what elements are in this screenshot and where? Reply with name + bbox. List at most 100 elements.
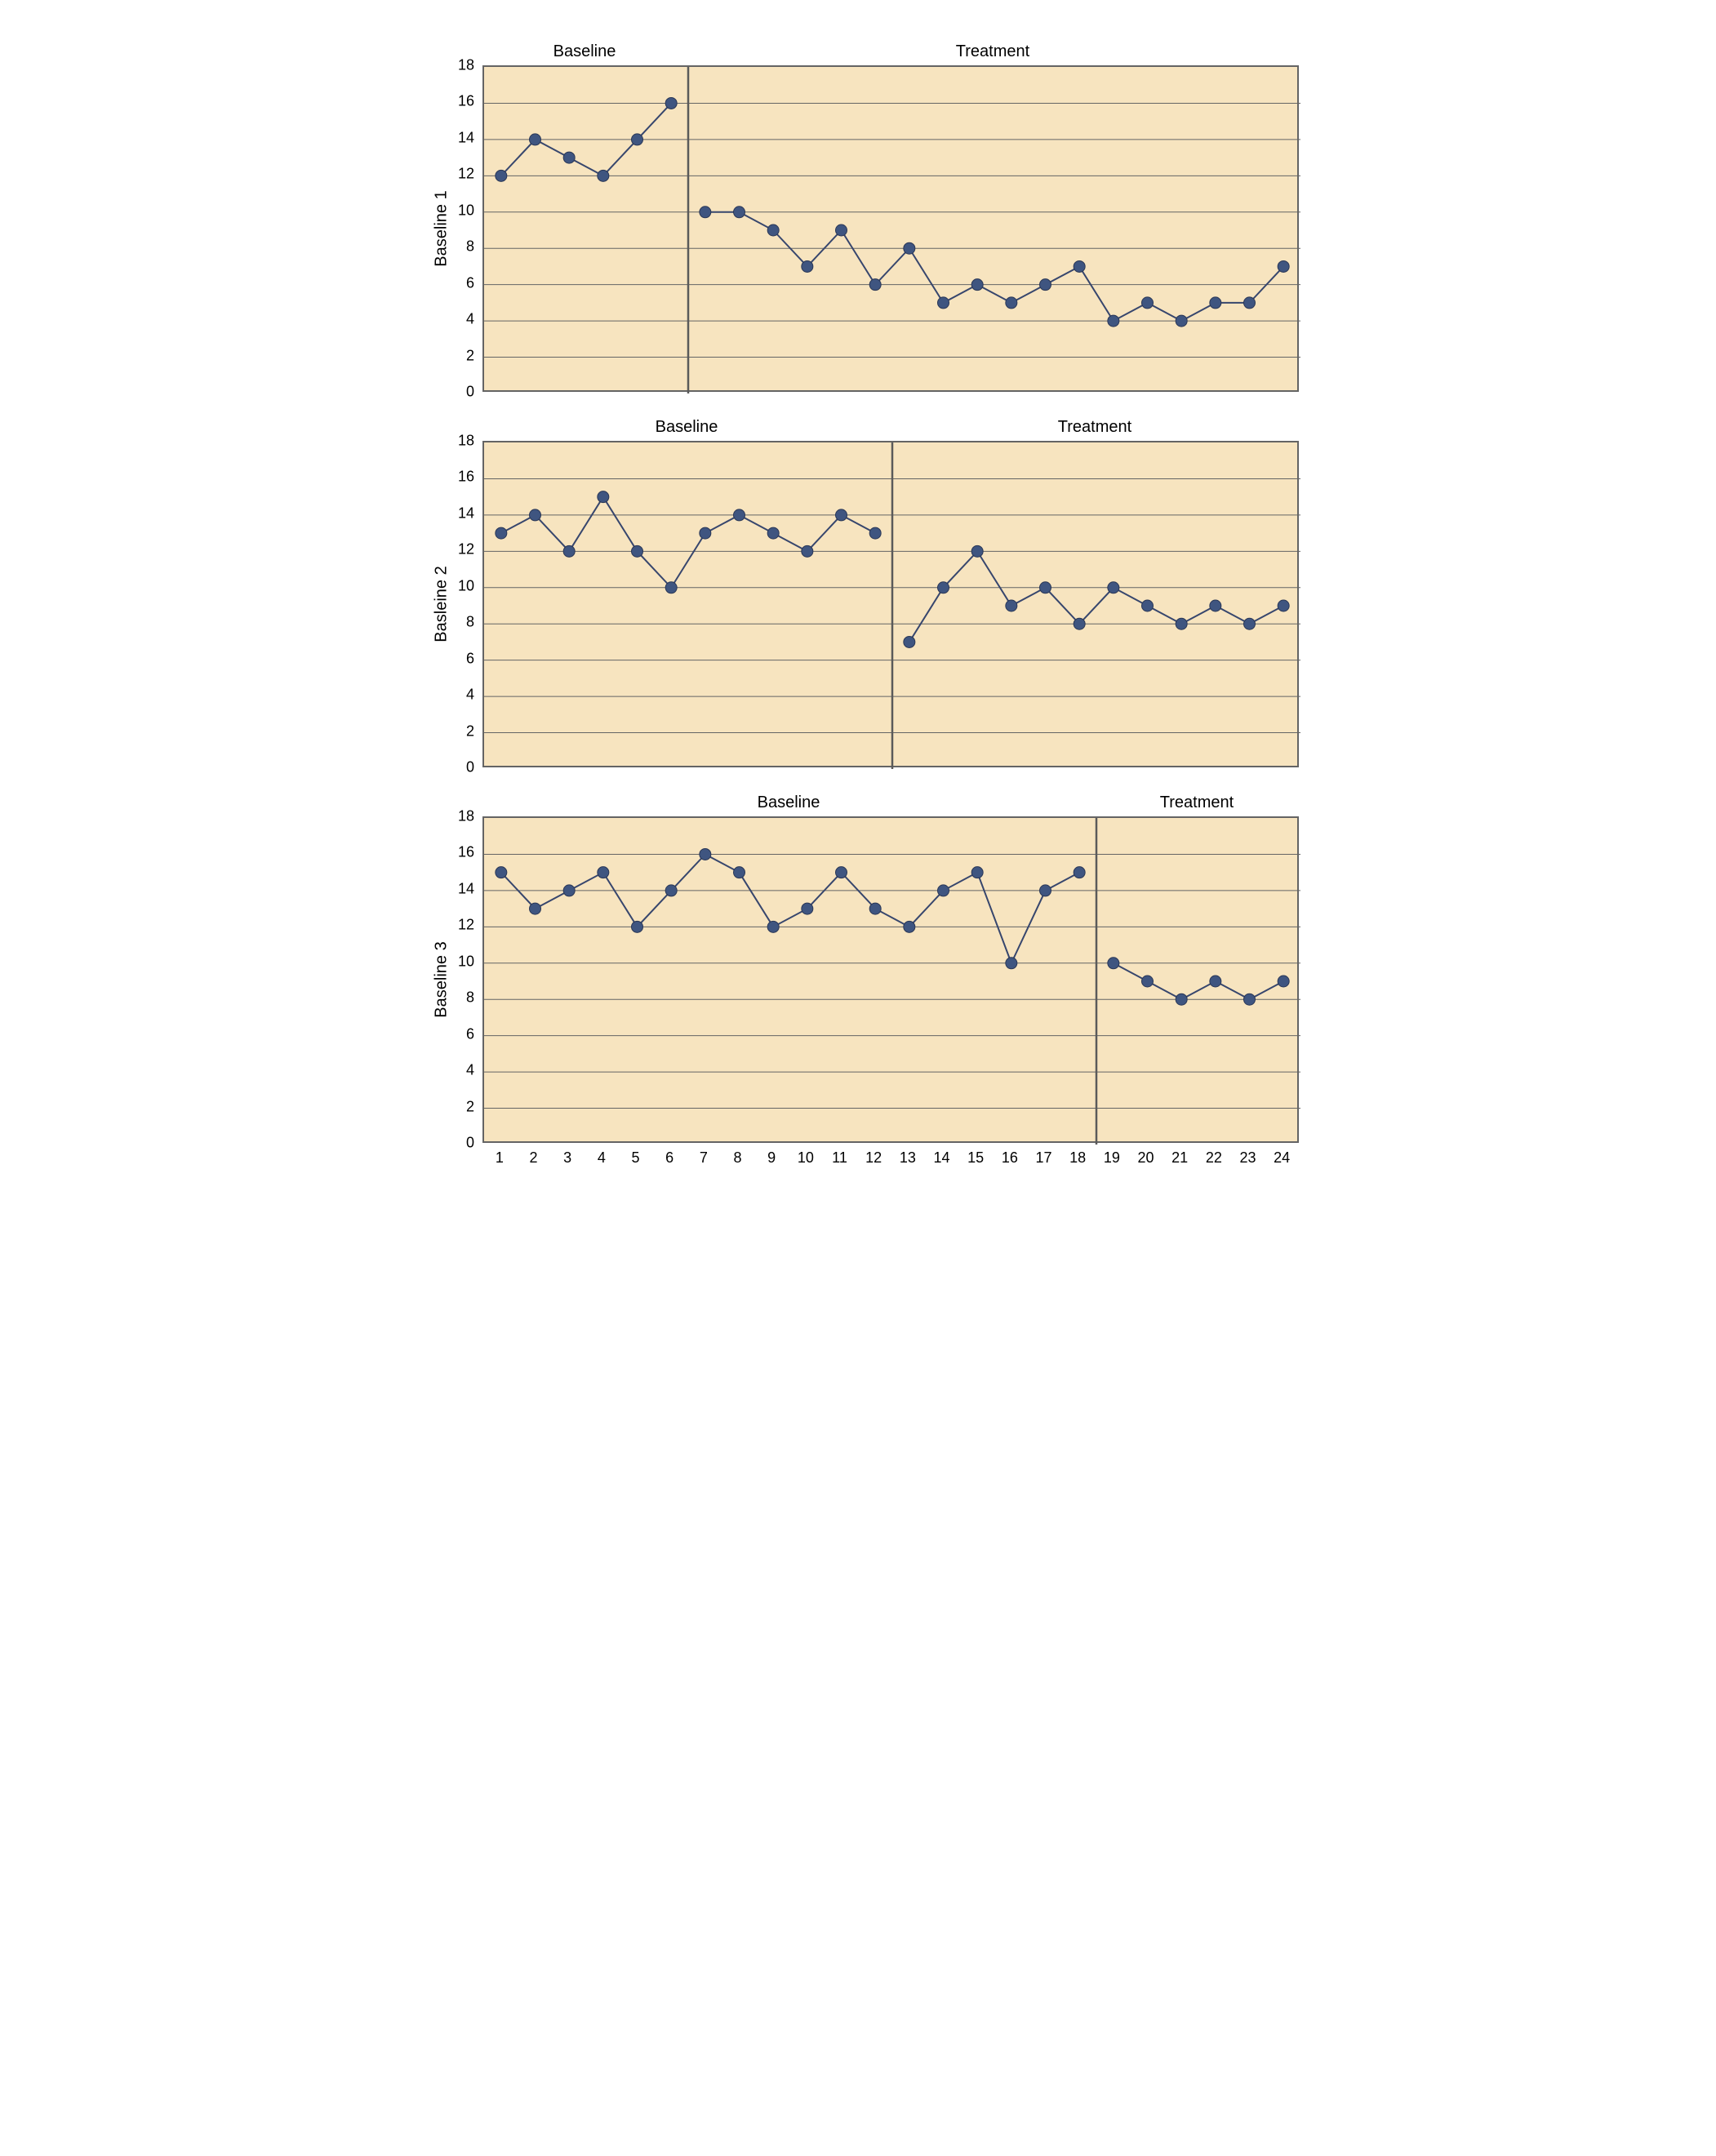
y-tick-label: 4 xyxy=(466,1062,474,1079)
x-tick-label: 2 xyxy=(529,1149,537,1167)
plot-area xyxy=(482,816,1299,1143)
treatment-marker xyxy=(1278,600,1289,611)
y-tick-label: 6 xyxy=(466,650,474,667)
baseline-marker xyxy=(1074,867,1085,878)
x-tick-label: 19 xyxy=(1104,1149,1120,1167)
y-tick-label: 8 xyxy=(466,989,474,1007)
treatment-marker xyxy=(1074,260,1085,272)
y-tick-label: 18 xyxy=(458,57,474,74)
y-tick-label: 10 xyxy=(458,577,474,594)
x-tick-label: 11 xyxy=(832,1149,847,1167)
y-tick-label: 0 xyxy=(466,384,474,401)
treatment-marker xyxy=(1108,315,1119,327)
y-tick-label: 18 xyxy=(458,808,474,825)
chart-panel: BaselineTreatmentBaseline 30246810121416… xyxy=(482,816,1299,1143)
x-tick-label: 15 xyxy=(967,1149,984,1167)
baseline-marker xyxy=(665,97,677,109)
treatment-marker xyxy=(1210,976,1221,987)
x-tick-label: 10 xyxy=(798,1149,814,1167)
baseline-marker xyxy=(530,134,541,145)
x-tick-label: 20 xyxy=(1137,1149,1154,1167)
baseline-marker xyxy=(563,152,575,163)
baseline-marker xyxy=(563,885,575,896)
y-tick-label: 12 xyxy=(458,917,474,934)
treatment-marker xyxy=(767,224,779,236)
x-axis-ticks: 123456789101112131415161718192021222324 xyxy=(482,1149,1299,1166)
baseline-marker xyxy=(938,885,949,896)
y-tick-label: 12 xyxy=(458,166,474,183)
plot-svg xyxy=(484,442,1300,769)
baseline-marker xyxy=(496,867,507,878)
y-tick-label: 16 xyxy=(458,469,474,486)
treatment-marker xyxy=(1040,279,1051,291)
y-tick-label: 2 xyxy=(466,722,474,740)
y-tick-label: 2 xyxy=(466,347,474,364)
y-tick-label: 10 xyxy=(458,202,474,219)
treatment-marker xyxy=(869,279,881,291)
x-tick-label: 1 xyxy=(496,1149,504,1167)
baseline-marker xyxy=(802,545,813,557)
charts-container: BaselineTreatmentBaseline 10246810121416… xyxy=(417,24,1299,1192)
baseline-line xyxy=(501,497,875,588)
treatment-marker xyxy=(1040,582,1051,593)
baseline-marker xyxy=(530,509,541,521)
y-tick-label: 10 xyxy=(458,953,474,970)
treatment-marker xyxy=(802,260,813,272)
treatment-marker xyxy=(1006,600,1017,611)
baseline-marker xyxy=(632,545,643,557)
y-tick-label: 14 xyxy=(458,505,474,522)
baseline-phase-label: Baseline xyxy=(758,793,820,812)
baseline-marker xyxy=(1006,958,1017,969)
treatment-marker xyxy=(1074,618,1085,629)
treatment-phase-label: Treatment xyxy=(956,42,1029,61)
treatment-marker xyxy=(971,279,983,291)
x-tick-label: 23 xyxy=(1239,1149,1256,1167)
treatment-marker xyxy=(1244,618,1256,629)
x-tick-label: 3 xyxy=(563,1149,571,1167)
baseline-marker xyxy=(665,885,677,896)
chart-panel: BaselineTreatmentBaseline 10246810121416… xyxy=(482,65,1299,392)
y-axis-label: Baseline 3 xyxy=(433,941,451,1017)
x-tick-label: 12 xyxy=(865,1149,882,1167)
y-tick-label: 16 xyxy=(458,93,474,110)
x-tick-label: 4 xyxy=(598,1149,606,1167)
baseline-phase-label: Baseline xyxy=(656,418,718,437)
x-tick-label: 17 xyxy=(1035,1149,1051,1167)
x-tick-label: 16 xyxy=(1002,1149,1018,1167)
treatment-marker xyxy=(1142,297,1154,309)
baseline-marker xyxy=(734,867,745,878)
baseline-marker xyxy=(598,491,609,503)
treatment-marker xyxy=(1244,297,1256,309)
phase-labels-row: Baseline Treatment xyxy=(482,793,1299,816)
plot-svg xyxy=(484,67,1300,393)
treatment-marker xyxy=(938,297,949,309)
treatment-marker xyxy=(1176,618,1187,629)
baseline-marker xyxy=(700,848,711,860)
x-tick-label: 22 xyxy=(1206,1149,1222,1167)
x-tick-label: 21 xyxy=(1171,1149,1188,1167)
baseline-marker xyxy=(632,134,643,145)
baseline-phase-label: Baseline xyxy=(553,42,616,61)
treatment-marker xyxy=(1006,297,1017,309)
baseline-marker xyxy=(632,921,643,932)
plot-svg xyxy=(484,818,1300,1145)
treatment-marker xyxy=(1210,600,1221,611)
y-tick-label: 0 xyxy=(466,759,474,776)
treatment-marker xyxy=(734,207,745,218)
baseline-marker xyxy=(904,921,915,932)
x-tick-label: 18 xyxy=(1069,1149,1086,1167)
y-tick-label: 8 xyxy=(466,614,474,631)
baseline-marker xyxy=(734,509,745,521)
y-tick-label: 2 xyxy=(466,1098,474,1115)
x-tick-label: 8 xyxy=(733,1149,741,1167)
treatment-marker xyxy=(1278,976,1289,987)
y-axis-label: Basleine 2 xyxy=(433,566,451,642)
y-tick-label: 12 xyxy=(458,541,474,558)
treatment-phase-label: Treatment xyxy=(1160,793,1234,812)
y-tick-label: 0 xyxy=(466,1135,474,1152)
treatment-marker xyxy=(1244,994,1256,1005)
baseline-line xyxy=(501,854,1079,962)
baseline-marker xyxy=(767,921,779,932)
baseline-marker xyxy=(869,527,881,539)
y-tick-label: 14 xyxy=(458,880,474,897)
